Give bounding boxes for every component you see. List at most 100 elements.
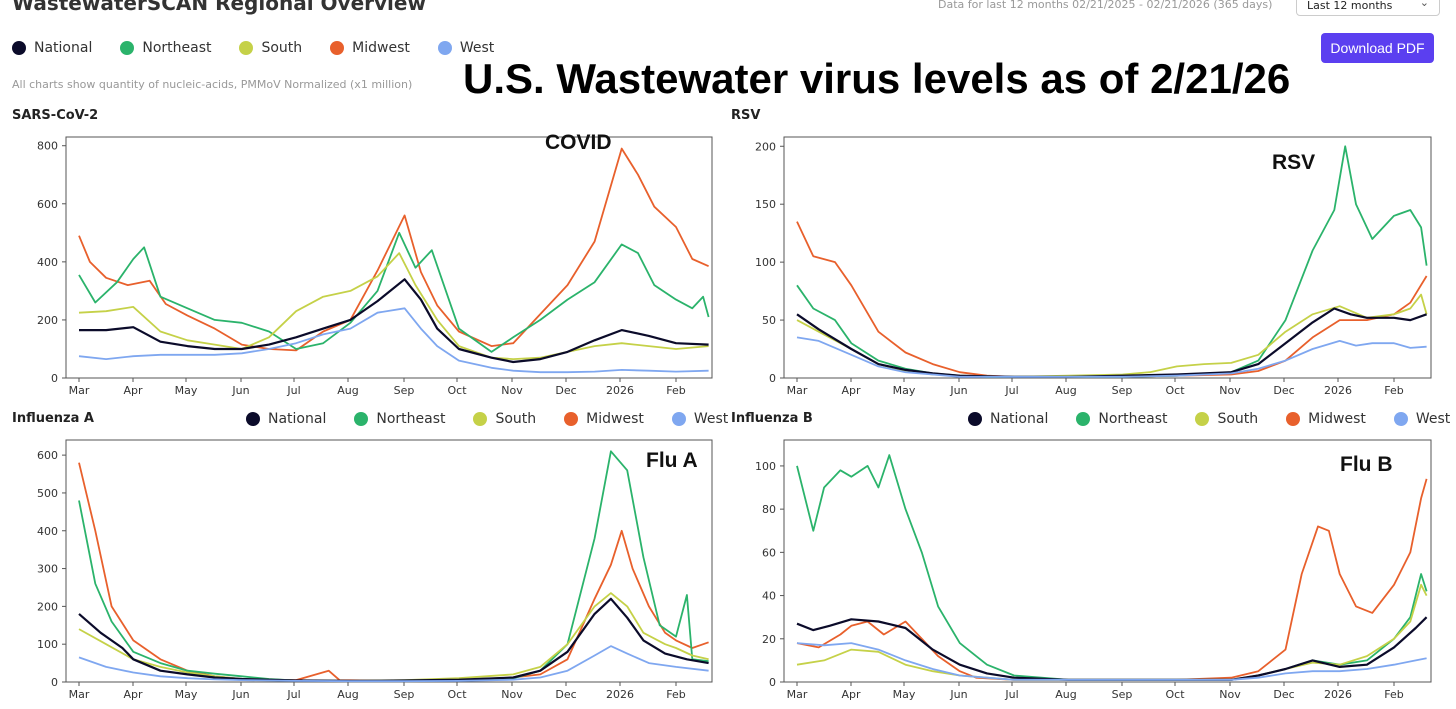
x-tick-label: Jul <box>286 384 300 397</box>
legend-south[interactable]: South <box>473 411 536 427</box>
overlay-flu-a: Flu A <box>646 449 698 472</box>
date-range-text: Data for last 12 months 02/21/2025 - 02/… <box>938 0 1273 11</box>
y-tick-label: 0 <box>51 372 58 385</box>
plot-frame-rsv <box>783 136 1432 379</box>
series-line-midwest <box>796 221 1428 378</box>
x-tick-label: May <box>893 688 916 701</box>
x-tick-label: Aug <box>1055 384 1076 397</box>
series-line-west <box>796 336 1427 378</box>
x-tick-label: Oct <box>1165 688 1185 701</box>
chart-title-influenza-b: Influenza B <box>731 411 813 426</box>
x-tick-label: 2026 <box>1324 384 1352 397</box>
legend-midwest[interactable]: Midwest <box>1286 411 1366 427</box>
y-tick-label: 40 <box>762 590 776 603</box>
x-tick-label: Mar <box>787 384 808 397</box>
legend-west[interactable]: West <box>671 411 728 427</box>
page-title: WastewaterSCAN Regional Overview <box>12 0 426 15</box>
y-tick-label: 20 <box>762 633 776 646</box>
units-note: All charts show quantity of nucleic-acid… <box>12 78 413 91</box>
x-tick-label: Nov <box>501 688 523 701</box>
x-tick-label: Feb <box>1384 688 1403 701</box>
legend-northeast[interactable]: Northeast <box>120 40 211 56</box>
chart-title-rsv: RSV <box>731 108 761 123</box>
legend-south[interactable]: South <box>1195 411 1258 427</box>
x-tick-label: Dec <box>1273 384 1294 397</box>
series-line-northeast <box>78 231 710 353</box>
y-tick-label: 100 <box>37 638 58 651</box>
x-tick-label: Nov <box>501 384 523 397</box>
series-line-west <box>796 642 1427 681</box>
x-tick-label: Jun <box>231 688 249 701</box>
series-line-west <box>78 307 709 374</box>
y-tick-label: 100 <box>755 256 776 269</box>
legend-midwest[interactable]: Midwest <box>330 40 410 56</box>
x-tick-label: Feb <box>1384 384 1403 397</box>
time-range-value: Last 12 months <box>1307 0 1393 12</box>
y-tick-label: 200 <box>37 314 58 327</box>
legend-south[interactable]: South <box>239 40 302 56</box>
series-line-south <box>78 592 709 682</box>
legend-dot <box>437 41 452 55</box>
series-line-midwest <box>796 478 1428 681</box>
y-tick-label: 0 <box>51 676 58 689</box>
x-tick-label: Feb <box>666 384 685 397</box>
x-tick-label: Feb <box>666 688 685 701</box>
series-line-northeast <box>796 454 1428 681</box>
legend-west[interactable]: West <box>437 40 494 56</box>
y-tick-label: 100 <box>755 460 776 473</box>
legend-national[interactable]: National <box>12 40 92 56</box>
x-tick-label: Jul <box>1004 384 1018 397</box>
x-tick-label: Apr <box>123 688 143 701</box>
x-tick-label: Nov <box>1219 384 1241 397</box>
legend-midwest[interactable]: Midwest <box>564 411 644 427</box>
legend-dot <box>968 412 982 426</box>
legend-national[interactable]: National <box>246 411 326 427</box>
flu-b-legend: National Northeast South Midwest West <box>968 411 1450 427</box>
x-tick-label: Mar <box>69 688 90 701</box>
x-tick-label: 2026 <box>1324 688 1352 701</box>
y-tick-label: 0 <box>769 372 776 385</box>
x-tick-label: Dec <box>1273 688 1294 701</box>
y-tick-label: 400 <box>37 525 58 538</box>
x-tick-label: Nov <box>1219 688 1241 701</box>
y-tick-label: 400 <box>37 256 58 269</box>
plot-frame-sars-cov-2 <box>65 136 713 379</box>
top-legend: National Northeast South Midwest West <box>12 40 522 56</box>
x-tick-label: May <box>175 384 198 397</box>
legend-dot <box>1286 412 1301 426</box>
x-tick-label: Dec <box>555 384 576 397</box>
download-pdf-button[interactable]: Download PDF <box>1321 33 1434 63</box>
y-tick-label: 80 <box>762 503 776 516</box>
x-tick-label: Oct <box>1165 384 1185 397</box>
legend-dot <box>12 41 26 55</box>
y-tick-label: 600 <box>37 198 58 211</box>
legend-dot <box>1076 412 1091 426</box>
chart-title-sars-cov-2: SARS-CoV-2 <box>12 108 99 123</box>
legend-national[interactable]: National <box>968 411 1048 427</box>
x-tick-label: Jul <box>1004 688 1018 701</box>
y-tick-label: 50 <box>762 314 776 327</box>
series-line-northeast <box>78 450 709 682</box>
x-tick-label: Dec <box>555 688 576 701</box>
x-tick-label: Jun <box>949 384 967 397</box>
series-line-west <box>78 645 709 683</box>
overlay-covid: COVID <box>545 131 612 154</box>
y-tick-label: 800 <box>37 140 58 153</box>
x-tick-label: Aug <box>337 384 358 397</box>
legend-dot <box>120 41 135 55</box>
x-tick-label: Sep <box>1112 384 1133 397</box>
overlay-flu-b: Flu B <box>1340 453 1393 476</box>
series-line-national <box>79 278 709 364</box>
headline-overlay: U.S. Wastewater virus levels as of 2/21/… <box>463 55 1291 102</box>
legend-northeast[interactable]: Northeast <box>354 411 445 427</box>
legend-west[interactable]: West <box>1393 411 1450 427</box>
x-tick-label: Oct <box>447 688 467 701</box>
plot-frame-influenza-a <box>65 439 713 683</box>
time-range-select[interactable]: Last 12 months ⌄ <box>1296 0 1440 16</box>
x-tick-label: Sep <box>394 384 415 397</box>
legend-dot <box>246 412 260 426</box>
series-line-national <box>78 597 709 683</box>
x-tick-label: May <box>893 384 916 397</box>
legend-northeast[interactable]: Northeast <box>1076 411 1167 427</box>
